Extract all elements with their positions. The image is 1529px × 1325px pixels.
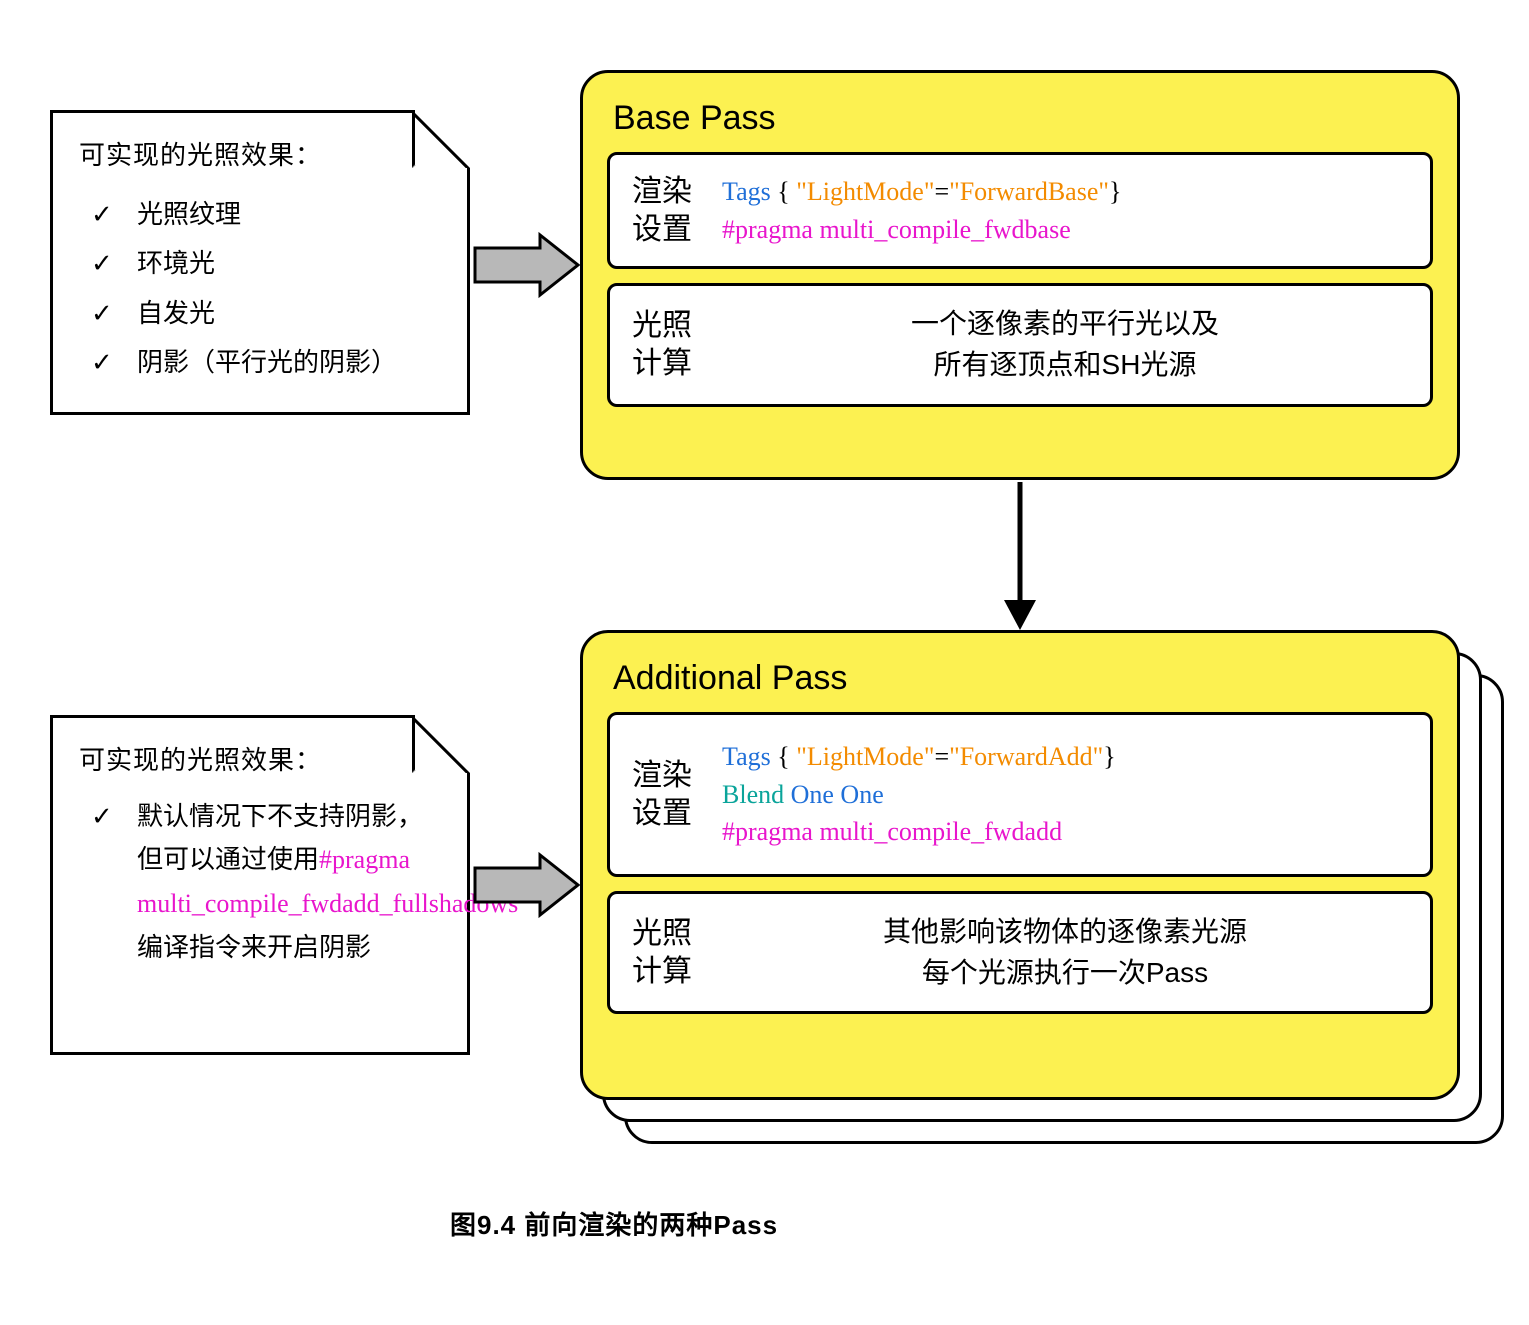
row-label: 光照 计算: [632, 307, 704, 382]
checkmark-icon: ✓: [91, 289, 113, 338]
light-calc-row: 光照 计算 一个逐像素的平行光以及 所有逐顶点和SH光源: [607, 283, 1433, 406]
row-body: 其他影响该物体的逐像素光源 每个光源执行一次Pass: [722, 912, 1408, 993]
row-body: Tags { "LightMode"="ForwardBase"} #pragm…: [722, 173, 1408, 248]
additional-pass-panel: Additional Pass 渲染 设置 Tags { "LightMode"…: [580, 630, 1460, 1100]
note-base-effects: 可实现的光照效果： ✓光照纹理 ✓环境光 ✓自发光 ✓阴影（平行光的阴影）: [50, 110, 470, 415]
row-label: 光照 计算: [632, 915, 704, 990]
arrow-base-to-additional-icon: [1004, 482, 1036, 630]
render-settings-row: 渲染 设置 Tags { "LightMode"="ForwardBase"} …: [607, 152, 1433, 269]
code-line: #pragma multi_compile_fwdbase: [722, 211, 1408, 249]
list-item: ✓光照纹理: [79, 190, 441, 239]
note-effect-list: ✓光照纹理 ✓环境光 ✓自发光 ✓阴影（平行光的阴影）: [79, 190, 441, 388]
row-body: 一个逐像素的平行光以及 所有逐顶点和SH光源: [722, 304, 1408, 385]
base-pass-panel: Base Pass 渲染 设置 Tags { "LightMode"="Forw…: [580, 70, 1460, 480]
note-additional-effects: 可实现的光照效果： ✓ 默认情况下不支持阴影，但可以通过使用#pragma mu…: [50, 715, 470, 1055]
code-line: Tags { "LightMode"="ForwardBase"}: [722, 173, 1408, 211]
checkmark-icon: ✓: [91, 190, 113, 239]
note-title: 可实现的光照效果：: [79, 740, 441, 777]
row-body: Tags { "LightMode"="ForwardAdd"} Blend O…: [722, 738, 1408, 851]
diagram-canvas: 可实现的光照效果： ✓光照纹理 ✓环境光 ✓自发光 ✓阴影（平行光的阴影） Ba…: [20, 40, 1509, 1285]
figure-caption: 图9.4 前向渲染的两种Pass: [450, 1205, 778, 1242]
list-item: ✓自发光: [79, 289, 441, 338]
render-settings-row: 渲染 设置 Tags { "LightMode"="ForwardAdd"} B…: [607, 712, 1433, 877]
light-calc-row: 光照 计算 其他影响该物体的逐像素光源 每个光源执行一次Pass: [607, 891, 1433, 1014]
note-title: 可实现的光照效果：: [79, 135, 441, 172]
code-line: #pragma multi_compile_fwdadd: [722, 813, 1408, 851]
checkmark-icon: ✓: [91, 338, 113, 387]
code-line: Tags { "LightMode"="ForwardAdd"}: [722, 738, 1408, 776]
panel-title: Base Pass: [613, 99, 1427, 138]
code-line: Blend One One: [722, 776, 1408, 814]
note-body: ✓ 默认情况下不支持阴影，但可以通过使用#pragma multi_compil…: [79, 795, 441, 969]
list-item: ✓阴影（平行光的阴影）: [79, 338, 441, 387]
list-item: ✓环境光: [79, 239, 441, 288]
panel-title: Additional Pass: [613, 659, 1427, 698]
arrow-note-to-base-icon: [475, 235, 578, 295]
checkmark-icon: ✓: [91, 795, 113, 838]
row-label: 渲染 设置: [632, 757, 704, 832]
row-label: 渲染 设置: [632, 173, 704, 248]
checkmark-icon: ✓: [91, 239, 113, 288]
